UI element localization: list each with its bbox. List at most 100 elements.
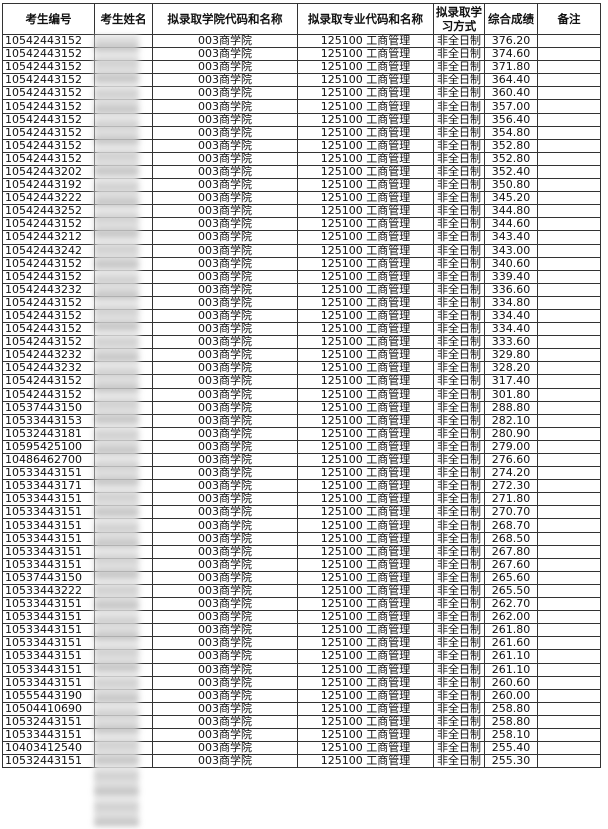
score: 344.60	[484, 217, 538, 232]
score: 279.00	[484, 439, 538, 455]
student-id: 10533443151	[2, 636, 95, 651]
college: 003商学院	[152, 47, 298, 62]
score: 343.40	[484, 230, 538, 245]
major: 125100 工商管理	[297, 269, 434, 284]
score: 336.60	[484, 282, 538, 297]
table-row: 10542443152 003商学院 125100 工商管理 非全日制 344.60	[2, 217, 601, 232]
score: 344.80	[484, 204, 538, 219]
major: 125100 工商管理	[297, 60, 434, 75]
college: 003商学院	[152, 191, 298, 206]
table-row: 10542443152 003商学院 125100 工商管理 非全日制 354.80	[2, 125, 601, 140]
note	[537, 125, 601, 140]
note	[537, 295, 601, 310]
score: 352.80	[484, 151, 538, 166]
note	[537, 688, 601, 703]
score: 260.60	[484, 675, 538, 690]
note	[537, 243, 601, 258]
study-mode: 非全日制	[433, 99, 485, 114]
table-row: 10542443152 003商学院 125100 工商管理 非全日制 334.80	[2, 295, 601, 310]
study-mode: 非全日制	[433, 701, 485, 716]
study-mode: 非全日制	[433, 217, 485, 232]
college: 003商学院	[152, 99, 298, 114]
student-id: 10542443152	[2, 60, 95, 75]
score: 360.40	[484, 86, 538, 101]
study-mode: 非全日制	[433, 322, 485, 337]
college: 003商学院	[152, 466, 298, 481]
note	[537, 557, 601, 572]
study-mode: 非全日制	[433, 570, 485, 585]
major: 125100 工商管理	[297, 191, 434, 206]
score: 364.40	[484, 73, 538, 88]
score: 354.80	[484, 125, 538, 140]
major: 125100 工商管理	[297, 361, 434, 376]
college: 003商学院	[152, 649, 298, 664]
table-row: 10532443151 003商学院 125100 工商管理 非全日制 255.30	[2, 754, 601, 769]
study-mode: 非全日制	[433, 623, 485, 638]
score: 255.30	[484, 754, 538, 769]
major: 125100 工商管理	[297, 623, 434, 638]
college: 003商学院	[152, 282, 298, 297]
major: 125100 工商管理	[297, 282, 434, 297]
table-row: 10533443153 003商学院 125100 工商管理 非全日制 282.10	[2, 413, 601, 428]
score: 334.40	[484, 308, 538, 324]
college: 003商学院	[152, 675, 298, 690]
student-id: 10533443151	[2, 544, 95, 559]
score: 333.60	[484, 335, 538, 350]
student-id: 10542443152	[2, 256, 95, 271]
major: 125100 工商管理	[297, 557, 434, 572]
score: 261.60	[484, 636, 538, 651]
note	[537, 505, 601, 520]
study-mode: 非全日制	[433, 269, 485, 284]
table-row: 10542443152 003商学院 125100 工商管理 非全日制 374.60	[2, 47, 601, 62]
note	[537, 636, 601, 651]
score: 272.30	[484, 479, 538, 494]
student-id: 10504410690	[2, 701, 95, 716]
score: 261.80	[484, 623, 538, 638]
college: 003商学院	[152, 387, 298, 402]
student-id: 10542443152	[2, 335, 95, 350]
table-row: 10542443152 003商学院 125100 工商管理 非全日制 376.20	[2, 33, 601, 49]
table-row: 10542443202 003商学院 125100 工商管理 非全日制 352.40	[2, 164, 601, 180]
study-mode: 非全日制	[433, 178, 485, 193]
major: 125100 工商管理	[297, 73, 434, 88]
score: 268.50	[484, 531, 538, 546]
note	[537, 230, 601, 245]
note	[537, 33, 601, 49]
college: 003商学院	[152, 295, 298, 310]
note	[537, 335, 601, 350]
major: 125100 工商管理	[297, 322, 434, 337]
table-row: 10542443212 003商学院 125100 工商管理 非全日制 343.40	[2, 230, 601, 245]
major: 125100 工商管理	[297, 701, 434, 716]
table-row: 10542443152 003商学院 125100 工商管理 非全日制 339.40	[2, 269, 601, 284]
student-id: 10542443152	[2, 138, 95, 153]
note	[537, 256, 601, 271]
note	[537, 439, 601, 455]
major: 125100 工商管理	[297, 387, 434, 402]
college: 003商学院	[152, 688, 298, 703]
table-row: 10542443152 003商学院 125100 工商管理 非全日制 317.40	[2, 374, 601, 389]
college: 003商学院	[152, 452, 298, 468]
study-mode: 非全日制	[433, 544, 485, 559]
table-row: 10533443151 003商学院 125100 工商管理 非全日制 262.00	[2, 610, 601, 625]
major: 125100 工商管理	[297, 33, 434, 49]
study-mode: 非全日制	[433, 492, 485, 507]
student-id: 10533443151	[2, 518, 95, 533]
table-row: 10533443151 003商学院 125100 工商管理 非全日制 260.60	[2, 675, 601, 690]
major: 125100 工商管理	[297, 531, 434, 546]
table-row: 10542443152 003商学院 125100 工商管理 非全日制 333.60	[2, 335, 601, 350]
major: 125100 工商管理	[297, 400, 434, 415]
study-mode: 非全日制	[433, 230, 485, 245]
note	[537, 597, 601, 612]
major: 125100 工商管理	[297, 688, 434, 703]
study-mode: 非全日制	[433, 60, 485, 75]
study-mode: 非全日制	[433, 335, 485, 350]
table-row: 10542443152 003商学院 125100 工商管理 非全日制 356.40	[2, 112, 601, 127]
college: 003商学院	[152, 439, 298, 455]
table-row: 10542443242 003商学院 125100 工商管理 非全日制 343.00	[2, 243, 601, 258]
study-mode: 非全日制	[433, 479, 485, 494]
column-header: 拟录取学院代码和名称	[152, 3, 298, 35]
study-mode: 非全日制	[433, 597, 485, 612]
note	[537, 217, 601, 232]
note	[537, 649, 601, 664]
study-mode: 非全日制	[433, 583, 485, 599]
